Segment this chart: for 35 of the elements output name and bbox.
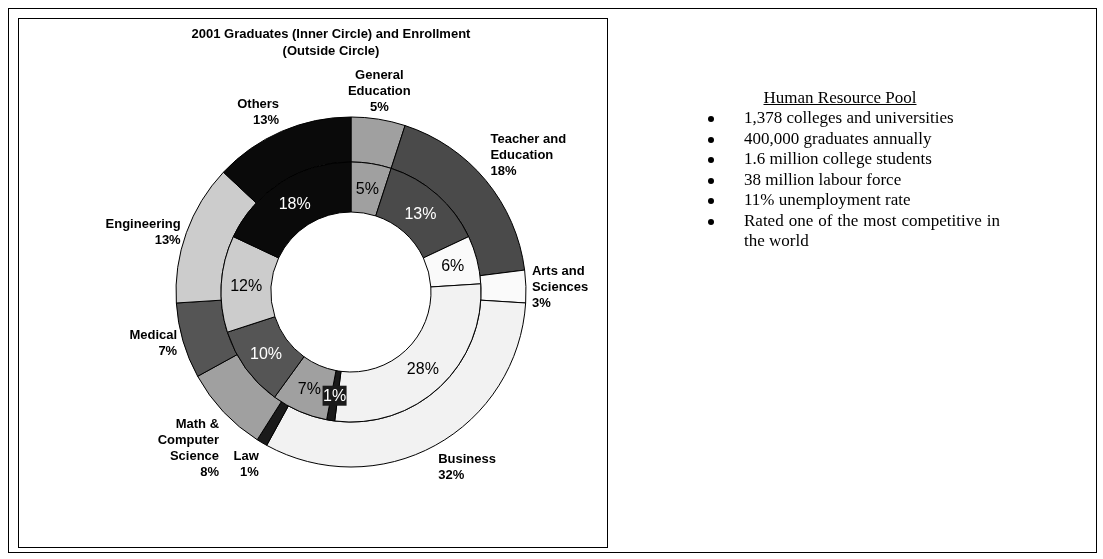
slice-label: Math & Computer Science: [157, 415, 220, 463]
text: 1.6 million college students: [743, 149, 933, 170]
slice-label: Engineering: [105, 215, 181, 231]
data-label: 5%: [369, 98, 390, 114]
data-label: 10%: [250, 345, 283, 363]
slice-label: Law: [233, 447, 260, 463]
text: 11% unemployment rate: [743, 190, 912, 211]
data-label: 18%: [278, 194, 311, 212]
data-label: 6%: [441, 257, 465, 275]
text: 38 million labour force: [743, 169, 903, 190]
data-label: 1%: [240, 463, 260, 479]
data-label: 12%: [230, 276, 263, 294]
data-label: 13%: [253, 111, 280, 127]
slice-label: Medical: [129, 327, 178, 342]
data-label: 13%: [404, 204, 437, 222]
text: Rated one of the most competitive in the world: [743, 210, 1000, 252]
data-label: 28%: [406, 360, 439, 378]
data-label: 7%: [297, 379, 321, 397]
slice-label: Teacher and Education: [490, 130, 567, 162]
data-label: 1%: [323, 387, 347, 405]
text: 400,000 graduates annually: [743, 128, 933, 149]
slice-label: Arts and Sciences: [531, 262, 589, 294]
slice-label: General Education: [347, 66, 411, 98]
text: Human Resource Pool: [762, 88, 918, 108]
data-label: 3%: [531, 294, 552, 310]
data-label: 7%: [158, 343, 178, 358]
slice-label: Business: [438, 450, 497, 466]
data-label: 18%: [490, 162, 517, 178]
data-label: 5%: [355, 179, 379, 197]
slice-label: Others: [237, 95, 280, 111]
chart-title: 2001 Graduates (Inner Circle) and Enrollment (Outside Circle): [190, 25, 472, 59]
data-label: 8%: [200, 463, 220, 479]
data-label: 32%: [438, 466, 465, 482]
text: 1,378 colleges and universities: [743, 108, 955, 129]
data-label: 13%: [154, 231, 182, 247]
